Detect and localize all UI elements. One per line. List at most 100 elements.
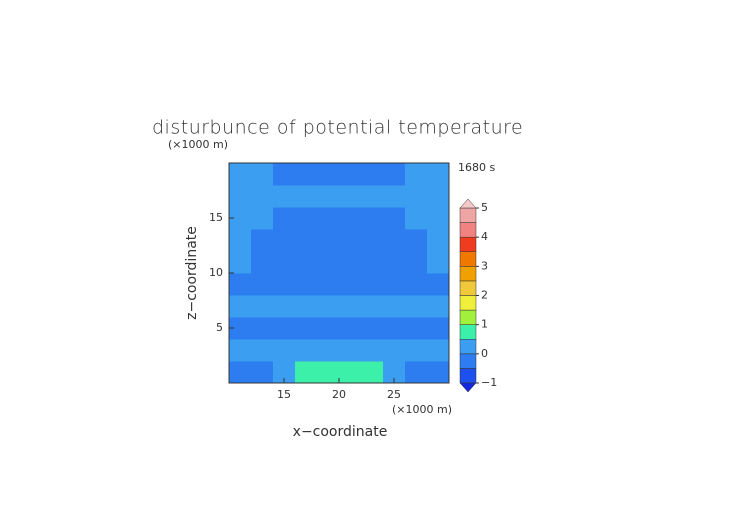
x-unit: (×1000 m)	[392, 403, 452, 416]
field-cell	[383, 163, 406, 186]
field-cell	[339, 185, 362, 208]
colorbar-band	[459, 309, 477, 325]
field-cell	[339, 295, 362, 318]
field-cell	[427, 207, 450, 230]
field-cell	[339, 361, 362, 384]
field-cell	[383, 229, 406, 252]
field-cell	[251, 163, 274, 186]
field-cell	[405, 339, 428, 362]
y-unit: (×1000 m)	[168, 138, 228, 151]
field-cell	[339, 273, 362, 296]
field-cell	[273, 295, 296, 318]
field-cell	[383, 185, 406, 208]
colorbar-band	[459, 368, 477, 384]
field-cell	[229, 339, 252, 362]
field-cell	[229, 207, 252, 230]
field-cell	[295, 163, 318, 186]
y-tick-label: 15	[209, 211, 223, 224]
x-label: x−coordinate	[293, 424, 388, 440]
field-cell	[339, 163, 362, 186]
field-cell	[361, 273, 384, 296]
field-cell	[339, 207, 362, 230]
field-cell	[251, 251, 274, 274]
field-cell	[361, 185, 384, 208]
field-cell	[339, 317, 362, 340]
colorbar-tick-label: 1	[481, 318, 488, 331]
field-cell	[317, 273, 340, 296]
field-cell	[427, 229, 450, 252]
field-cell	[383, 361, 406, 384]
field-cell	[361, 361, 384, 384]
field-cell	[405, 207, 428, 230]
field-cell	[361, 317, 384, 340]
field-cell	[251, 317, 274, 340]
chart-title: disturbunce of potential temperature	[152, 117, 523, 139]
field-cell	[229, 273, 252, 296]
field-cell	[427, 251, 450, 274]
field-cell	[273, 273, 296, 296]
field-cell	[383, 295, 406, 318]
field-cell	[229, 185, 252, 208]
field-cell	[295, 361, 318, 384]
colorbar-over	[459, 198, 477, 209]
colorbar-tick-label: 0	[481, 347, 488, 360]
field-cell	[317, 185, 340, 208]
field-cell	[405, 295, 428, 318]
field-cell	[251, 295, 274, 318]
colorbar-under	[459, 382, 477, 393]
colorbar-tick-label: 4	[481, 230, 488, 243]
field-cell	[295, 317, 318, 340]
x-tick-label: 25	[387, 388, 401, 401]
field-cell	[361, 163, 384, 186]
colorbar-tick-label: −1	[481, 376, 497, 389]
field-cell	[229, 251, 252, 274]
field-cell	[383, 251, 406, 274]
field-cell	[251, 229, 274, 252]
field-cell	[295, 229, 318, 252]
field-cell	[273, 163, 296, 186]
colorbar-band	[459, 324, 477, 340]
field-cell	[405, 251, 428, 274]
field-cell	[405, 163, 428, 186]
colorbar-band	[459, 280, 477, 296]
field-cell	[273, 207, 296, 230]
field-cell	[229, 361, 252, 384]
field-cell	[229, 317, 252, 340]
field-cell	[229, 295, 252, 318]
field-cell	[295, 339, 318, 362]
colorbar-band	[459, 251, 477, 267]
field-cell	[383, 339, 406, 362]
field-cell	[317, 163, 340, 186]
y-tick-label: 5	[216, 321, 223, 334]
field-cell	[405, 317, 428, 340]
field-cell	[427, 185, 450, 208]
field-cell	[229, 229, 252, 252]
field-cell	[317, 207, 340, 230]
field-cell	[405, 361, 428, 384]
field-cell	[295, 251, 318, 274]
field-cell	[251, 273, 274, 296]
field-cell	[317, 339, 340, 362]
field-cell	[295, 207, 318, 230]
field-cell	[361, 229, 384, 252]
colorbar-tick-label: 3	[481, 259, 488, 272]
field-cell	[361, 295, 384, 318]
field-cell	[273, 229, 296, 252]
field-cell	[251, 185, 274, 208]
field-cell	[273, 317, 296, 340]
x-tick-label: 20	[332, 388, 346, 401]
field-cell	[273, 251, 296, 274]
colorbar-band	[459, 353, 477, 369]
field-cell	[317, 229, 340, 252]
field-cell	[339, 229, 362, 252]
colorbar-band	[459, 266, 477, 282]
colorbar-band	[459, 222, 477, 238]
field-cell	[295, 273, 318, 296]
field-cell	[273, 361, 296, 384]
field-cell	[427, 295, 450, 318]
field-cell	[427, 163, 450, 186]
y-tick-label: 10	[209, 266, 223, 279]
field-cell	[427, 317, 450, 340]
field-cell	[317, 317, 340, 340]
